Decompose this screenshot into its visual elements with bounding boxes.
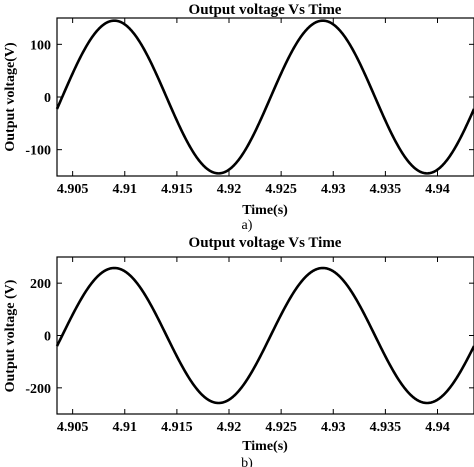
chart-b-x-tick-label: 4.92	[217, 420, 242, 435]
chart-b-x-tick-label: 4.94	[425, 420, 450, 435]
chart-a-x-tick-label: 4.935	[370, 182, 402, 197]
chart-a-x-tick-label: 4.915	[161, 182, 193, 197]
chart-a-y-tick-label: 0	[44, 91, 51, 106]
chart-a-x-tick-label: 4.925	[265, 182, 297, 197]
chart-b-x-tick-label: 4.91	[113, 420, 138, 435]
chart-a-xlabel: Time(s)	[242, 203, 288, 218]
chart-b-y-tick-label: 200	[30, 277, 51, 292]
chart-a-y-ticks: -100 0 100	[25, 38, 474, 159]
chart-a-x-tick-label: 4.92	[217, 182, 242, 197]
chart-a-x-tick-label: 4.905	[57, 182, 89, 197]
chart-b-y-tick-label: -200	[25, 382, 51, 397]
chart-b-x-tick-label: 4.925	[265, 420, 297, 435]
chart-a: Output voltage Vs Time 4.905 4.91 4.915 4.9…	[3, 2, 474, 233]
chart-b-caption: b)	[241, 456, 253, 467]
chart-b-series-line	[55, 266, 474, 405]
chart-b-y-ticks: -200 0 200	[25, 277, 474, 397]
chart-a-plot-frame	[56, 17, 474, 177]
chart-a-x-tick-label: 4.94	[425, 182, 450, 197]
chart-a-x-ticks: 4.905 4.91 4.915 4.92 4.925 4.93 4.935 4.94	[57, 18, 450, 197]
chart-a-y-tick-label: -100	[25, 144, 51, 159]
chart-a-series-line	[55, 19, 474, 175]
chart-b-plot-frame	[56, 256, 474, 415]
chart-b-y-tick-label: 0	[44, 330, 51, 345]
chart-a-x-tick-label: 4.93	[321, 182, 346, 197]
chart-a-ylabel: Output voltage(V)	[3, 42, 18, 152]
chart-b-x-tick-label: 4.935	[370, 420, 402, 435]
chart-b-title: Output voltage Vs Time	[189, 235, 342, 251]
chart-b-x-tick-label: 4.905	[57, 420, 89, 435]
chart-a-y-tick-label: 100	[30, 38, 51, 53]
chart-a-x-tick-label: 4.91	[113, 182, 138, 197]
chart-b: Output voltage Vs Time 4.905 4.91 4.915 4.9…	[3, 235, 474, 467]
chart-a-caption: a)	[242, 218, 253, 233]
chart-b-x-tick-label: 4.915	[161, 420, 193, 435]
chart-b-x-ticks: 4.905 4.91 4.915 4.92 4.925 4.93 4.935 4.94	[57, 257, 450, 435]
chart-b-ylabel: Output voltage (V)	[3, 279, 18, 392]
chart-b-x-tick-label: 4.93	[321, 420, 346, 435]
chart-b-xlabel: Time(s)	[242, 439, 288, 454]
chart-a-title: Output voltage Vs Time	[189, 2, 342, 18]
